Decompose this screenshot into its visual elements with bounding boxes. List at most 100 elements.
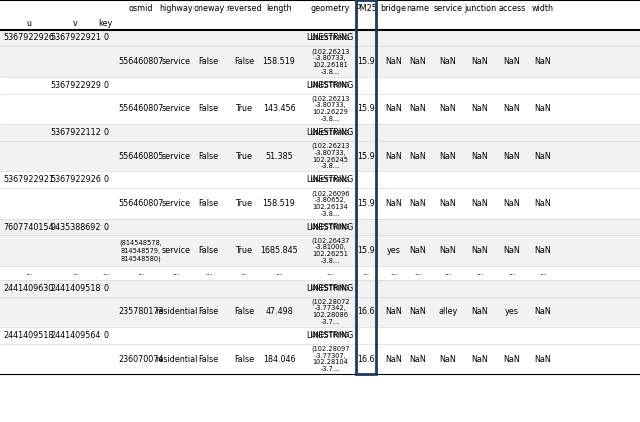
- Text: 0: 0: [103, 222, 108, 232]
- Text: (102.28072: (102.28072: [311, 298, 349, 305]
- Text: (102.26213: (102.26213: [311, 143, 349, 149]
- Text: NaN: NaN: [504, 104, 520, 114]
- Text: -3.8...: -3.8...: [321, 116, 340, 122]
- Text: ...: ...: [240, 270, 248, 276]
- Text: (814548578,: (814548578,: [120, 240, 162, 246]
- Text: NaN: NaN: [472, 199, 488, 208]
- Text: NaN: NaN: [472, 246, 488, 255]
- Bar: [0, 94, 640, 124]
- Text: False: False: [198, 307, 219, 316]
- Text: 5367922929: 5367922929: [50, 81, 101, 90]
- Text: -3.77342,: -3.77342,: [314, 306, 346, 311]
- Text: NaN: NaN: [534, 57, 551, 66]
- Text: NaN: NaN: [534, 151, 551, 161]
- Text: 102.26229: 102.26229: [312, 109, 348, 115]
- Text: 2441409518: 2441409518: [51, 284, 100, 293]
- Text: LINESTRING: LINESTRING: [307, 81, 354, 90]
- Text: 5367922921: 5367922921: [3, 175, 54, 184]
- Text: ...: ...: [205, 270, 212, 276]
- Text: u: u: [26, 19, 31, 28]
- Text: service: service: [161, 199, 191, 208]
- Text: LINESTRING: LINESTRING: [310, 130, 350, 135]
- Text: (102.26213: (102.26213: [311, 48, 349, 55]
- Text: -3.8...: -3.8...: [321, 163, 340, 169]
- Text: NaN: NaN: [385, 307, 402, 316]
- Text: 0: 0: [103, 33, 108, 43]
- Bar: [0, 77, 640, 94]
- Text: False: False: [198, 199, 219, 208]
- Text: LINESTRING: LINESTRING: [310, 333, 350, 338]
- Text: NaN: NaN: [534, 246, 551, 255]
- Text: ...: ...: [444, 270, 452, 276]
- Text: False: False: [198, 57, 219, 66]
- Text: 15.9: 15.9: [357, 104, 375, 114]
- Text: LINESTRING: LINESTRING: [310, 82, 350, 88]
- Text: NaN: NaN: [385, 104, 402, 114]
- Text: 236070074: 236070074: [118, 354, 163, 364]
- Text: 184.046: 184.046: [263, 354, 295, 364]
- Text: 102.26251: 102.26251: [312, 251, 348, 257]
- Text: 102.26181: 102.26181: [312, 62, 348, 68]
- Text: NaN: NaN: [534, 307, 551, 316]
- Text: osmid: osmid: [129, 4, 153, 13]
- Text: yes: yes: [387, 246, 401, 255]
- Text: (102.26437: (102.26437: [311, 237, 349, 244]
- Text: NaN: NaN: [504, 57, 520, 66]
- Text: NaN: NaN: [440, 199, 456, 208]
- Text: 0: 0: [103, 175, 108, 184]
- Text: ...: ...: [326, 270, 334, 276]
- Text: 9435388692: 9435388692: [51, 222, 100, 232]
- Text: 2441409564: 2441409564: [51, 331, 100, 340]
- Text: 5367922112: 5367922112: [50, 128, 101, 137]
- Text: service: service: [433, 4, 463, 13]
- Text: service: service: [161, 246, 191, 255]
- Text: False: False: [198, 246, 219, 255]
- Text: NaN: NaN: [409, 246, 426, 255]
- Text: ...: ...: [275, 270, 283, 276]
- Text: NaN: NaN: [409, 307, 426, 316]
- Text: residential: residential: [155, 307, 197, 316]
- Text: width: width: [532, 4, 554, 13]
- Text: 0: 0: [103, 128, 108, 137]
- Text: ...: ...: [413, 270, 421, 276]
- Text: length: length: [266, 4, 292, 13]
- Text: 2441409518: 2441409518: [4, 331, 54, 340]
- Bar: [0, 46, 640, 77]
- Text: -3.80652,: -3.80652,: [314, 197, 346, 203]
- Text: 556460807: 556460807: [118, 57, 163, 66]
- Text: PM25: PM25: [355, 4, 377, 13]
- Text: 158.519: 158.519: [262, 199, 296, 208]
- Text: key: key: [99, 19, 113, 28]
- Text: 5367922926: 5367922926: [50, 175, 101, 184]
- Text: (102.28097: (102.28097: [311, 346, 349, 352]
- Text: NaN: NaN: [472, 57, 488, 66]
- Text: ...: ...: [137, 270, 145, 276]
- Text: False: False: [234, 307, 254, 316]
- Text: ...: ...: [539, 270, 547, 276]
- Text: yes: yes: [505, 307, 519, 316]
- Text: 15.9: 15.9: [357, 199, 375, 208]
- Text: NaN: NaN: [440, 246, 456, 255]
- Text: NaN: NaN: [440, 57, 456, 66]
- Text: 7607740154: 7607740154: [4, 222, 54, 232]
- Text: LINESTRING: LINESTRING: [307, 128, 354, 137]
- Text: (102.26096: (102.26096: [311, 190, 349, 197]
- Text: -3.80733,: -3.80733,: [314, 150, 346, 156]
- Bar: [0, 124, 640, 141]
- Text: LINESTRING: LINESTRING: [307, 331, 354, 340]
- Text: 556460807: 556460807: [118, 104, 163, 114]
- Bar: [0, 188, 640, 219]
- Bar: [0, 219, 640, 235]
- Text: (102.26213: (102.26213: [311, 95, 349, 102]
- Bar: [0, 171, 640, 188]
- Text: 51.385: 51.385: [265, 151, 293, 161]
- Text: 1685.845: 1685.845: [260, 246, 298, 255]
- Text: LINESTRING: LINESTRING: [307, 175, 354, 184]
- Text: NaN: NaN: [409, 104, 426, 114]
- Text: True: True: [236, 151, 252, 161]
- Text: 5367922926: 5367922926: [3, 33, 54, 43]
- Text: LINESTRING: LINESTRING: [307, 284, 354, 293]
- Text: ...: ...: [172, 270, 180, 276]
- Text: 102.26134: 102.26134: [312, 204, 348, 210]
- Text: NaN: NaN: [504, 151, 520, 161]
